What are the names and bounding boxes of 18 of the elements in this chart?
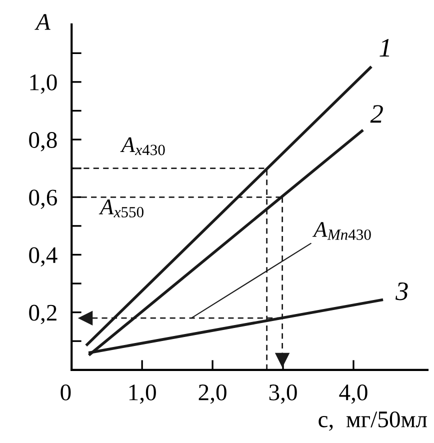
- y-tick-label: 1,0: [30, 74, 57, 94]
- y-tick-label: 0,8: [29, 132, 57, 152]
- x-tick-label: 1,0: [129, 384, 156, 404]
- annotation: A$_{Mn430}$: [312, 222, 371, 240]
- y-tick-label: 0,2: [29, 304, 56, 324]
- y-tick-label: 0,4: [29, 247, 58, 267]
- x-axis-title: c, мг/50мл: [318, 411, 427, 431]
- x-tick-label: 0: [60, 384, 71, 400]
- x-tick-label: 3,0: [269, 384, 297, 404]
- annotation: 2: [370, 105, 383, 123]
- y-axis-title: A: [34, 14, 50, 30]
- annotation: 1: [380, 39, 390, 56]
- x-tick-label: 2,0: [198, 384, 226, 404]
- annotation: A$_{x430}$: [120, 137, 165, 156]
- annotation: 3: [396, 282, 408, 300]
- annotation: A$_{x550}$: [98, 200, 144, 218]
- x-tick-label: 4,0: [339, 384, 368, 404]
- y-tick-label: 0,6: [29, 190, 58, 209]
